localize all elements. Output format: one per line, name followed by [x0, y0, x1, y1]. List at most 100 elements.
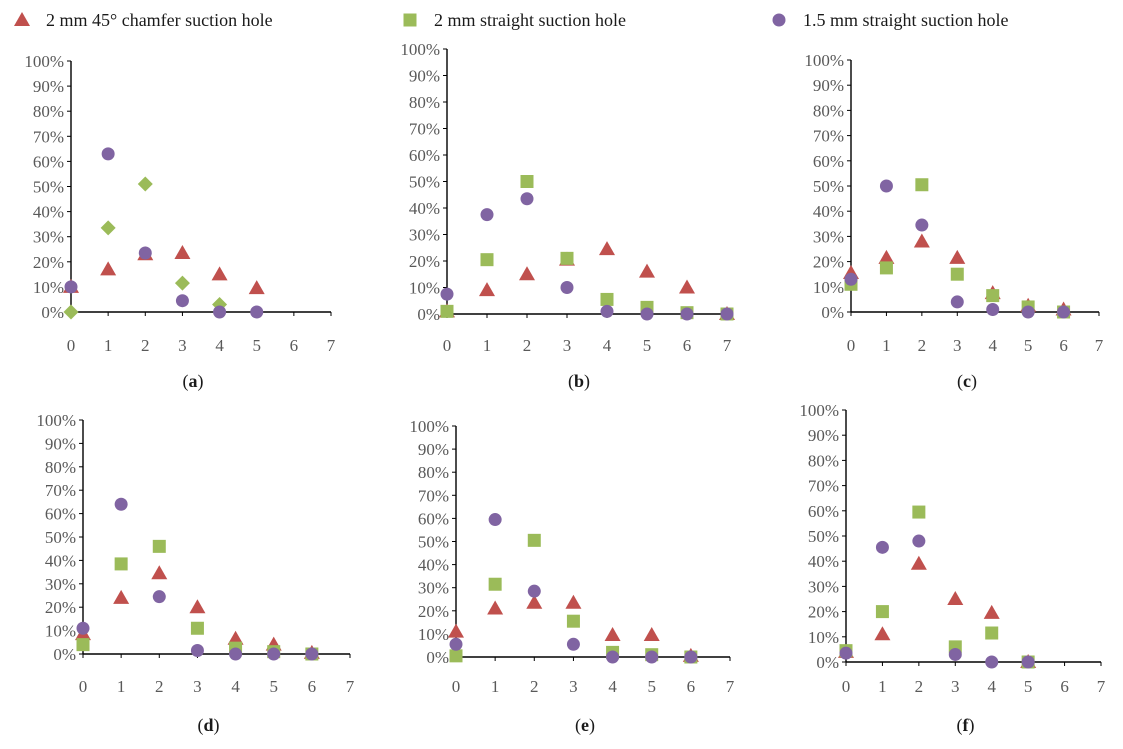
- y-tick-label: 60%: [418, 509, 449, 528]
- data-point: [76, 638, 90, 652]
- y-tick-label: 80%: [45, 458, 76, 477]
- data-point: [480, 253, 494, 267]
- data-point: [599, 241, 615, 256]
- x-tick-label: 5: [269, 677, 278, 696]
- series-straight15: [844, 179, 1071, 319]
- data-point: [113, 589, 130, 604]
- y-tick-label: 40%: [808, 552, 839, 571]
- legend-label: 1.5 mm straight suction hole: [803, 10, 1008, 30]
- y-tick-label: 70%: [418, 486, 449, 505]
- x-tick-label: 7: [346, 677, 355, 696]
- y-tick-label: 0%: [816, 653, 839, 672]
- x-tick-label: 6: [687, 677, 696, 696]
- data-point: [479, 282, 495, 297]
- y-tick-label: 70%: [33, 127, 64, 146]
- series-straight15: [839, 534, 1035, 669]
- x-tick-label: 0: [847, 336, 856, 355]
- x-tick-label: 2: [918, 336, 927, 355]
- data-point: [137, 176, 153, 192]
- x-tick-label: 2: [155, 677, 164, 696]
- data-point: [643, 627, 660, 642]
- x-tick-label: 0: [842, 677, 851, 696]
- data-point: [606, 650, 620, 664]
- y-tick-label: 70%: [45, 481, 76, 500]
- y-tick-label: 50%: [808, 527, 839, 546]
- data-point: [488, 577, 502, 591]
- data-point: [519, 266, 535, 281]
- y-tick-label: 70%: [808, 477, 839, 496]
- data-point: [227, 630, 244, 645]
- series-straight2: [440, 175, 734, 321]
- y-tick-label: 20%: [808, 603, 839, 622]
- series-straight2: [844, 178, 1071, 319]
- x-tick-label: 4: [608, 677, 617, 696]
- data-point: [152, 539, 166, 553]
- panels: 0%10%20%30%40%50%60%70%80%90%100%0 1 2 3 4 5 6…: [24, 40, 1105, 736]
- x-tick-label: 1: [117, 677, 126, 696]
- data-point: [874, 626, 891, 641]
- data-point: [440, 304, 454, 318]
- data-point: [449, 649, 463, 663]
- x-tick-label: 6: [683, 336, 692, 355]
- x-tick-label: 0: [452, 677, 461, 696]
- data-point: [879, 261, 893, 275]
- y-tick-label: 0%: [41, 303, 64, 322]
- data-point: [480, 208, 494, 222]
- y-tick-label: 100%: [804, 51, 844, 70]
- x-tick-label: 4: [231, 677, 240, 696]
- data-point: [910, 555, 927, 570]
- panel-letter: a: [189, 371, 198, 391]
- data-point: [267, 647, 281, 661]
- y-tick-label: 100%: [400, 40, 440, 59]
- data-point: [64, 280, 78, 294]
- series-straight15: [76, 497, 319, 661]
- x-tick-label: 0: [79, 677, 88, 696]
- data-point: [948, 647, 962, 661]
- x-tick-label: 5: [1024, 336, 1033, 355]
- legend: 2 mm 45° chamfer suction hole 2 mm straig…: [14, 10, 1008, 30]
- data-point: [152, 590, 166, 604]
- x-tick-label: 4: [988, 336, 997, 355]
- panel-letter: f: [963, 715, 970, 735]
- data-point: [640, 307, 654, 321]
- data-point: [639, 263, 655, 278]
- data-point: [305, 647, 319, 661]
- x-tick-label: 5: [647, 677, 656, 696]
- y-tick-label: 60%: [33, 152, 64, 171]
- y-tick-label: 100%: [24, 52, 64, 71]
- x-tick-label: 6: [308, 677, 317, 696]
- x-tick-label: 2: [530, 677, 539, 696]
- data-point: [526, 594, 543, 609]
- x-tick-label: 6: [1059, 336, 1068, 355]
- data-point: [560, 251, 574, 265]
- data-point: [604, 627, 621, 642]
- data-point: [1057, 305, 1071, 319]
- y-tick-label: 0%: [821, 303, 844, 322]
- data-point: [174, 275, 190, 291]
- data-point: [912, 505, 926, 519]
- y-tick-label: 20%: [418, 602, 449, 621]
- data-point: [985, 626, 999, 640]
- y-tick-label: 10%: [409, 279, 440, 298]
- data-point: [250, 305, 264, 319]
- panel-letter: c: [963, 371, 971, 391]
- data-point: [875, 605, 889, 619]
- panel-f: 0% 10% 20% 30% 40% 50% 60% 70% 80% 90% 100% 0 1 2 3 4 5 6…: [799, 401, 1105, 736]
- y-tick-label: 30%: [409, 226, 440, 245]
- data-point: [986, 289, 1000, 303]
- data-point: [138, 246, 152, 260]
- x-tick-label: 7: [1095, 336, 1104, 355]
- data-point: [448, 623, 464, 638]
- panel-letter: d: [203, 715, 213, 735]
- x-tick-label: 3: [569, 677, 578, 696]
- legend-marker-square: [403, 13, 417, 27]
- y-tick-label: 60%: [813, 152, 844, 171]
- data-point: [985, 655, 999, 669]
- y-tick-label: 20%: [45, 598, 76, 617]
- y-tick-label: 20%: [813, 253, 844, 272]
- y-tick-label: 40%: [45, 551, 76, 570]
- data-point: [913, 233, 930, 248]
- x-tick-label: 3: [193, 677, 202, 696]
- y-tick-label: 60%: [45, 505, 76, 524]
- data-point: [844, 272, 858, 286]
